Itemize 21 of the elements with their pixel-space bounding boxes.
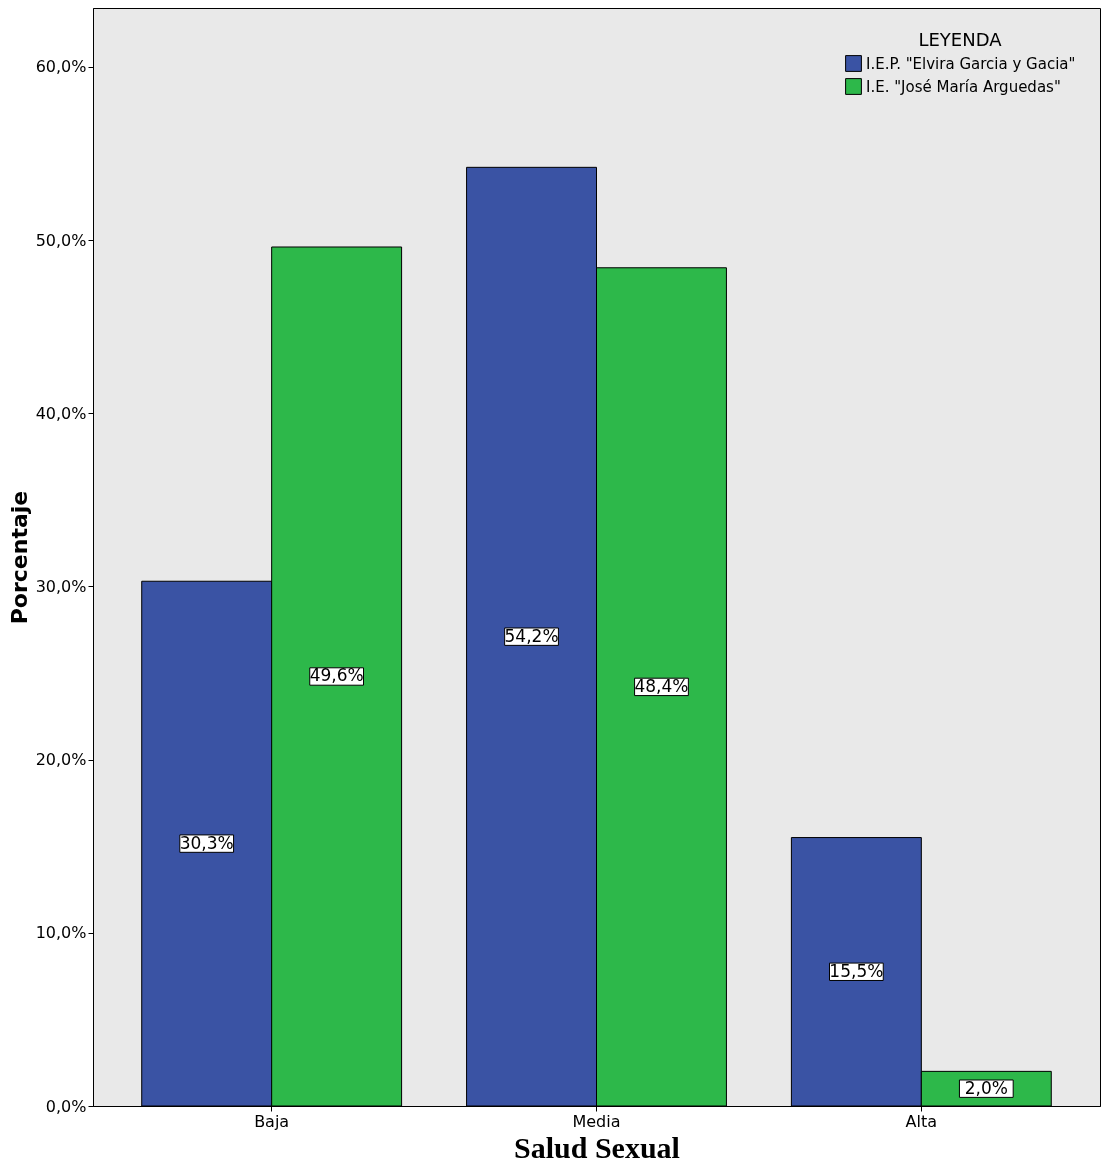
data-label: 48,4%	[634, 675, 689, 696]
data-label: 2,0%	[964, 1077, 1008, 1098]
data-label: 54,2%	[504, 625, 559, 646]
data-label: 15,5%	[829, 960, 884, 981]
x-tick-label: Baja	[254, 1111, 290, 1131]
legend-title: LEYENDA	[918, 29, 1003, 50]
y-tick-label: 20,0%	[35, 750, 87, 770]
y-tick-label: 50,0%	[35, 230, 87, 250]
y-tick-label: 0,0%	[45, 1096, 87, 1116]
x-tick-label: Alta	[905, 1111, 938, 1131]
y-tick-label: 30,0%	[35, 576, 87, 596]
x-axis-title: Salud Sexual	[514, 1130, 680, 1164]
data-label: 49,6%	[309, 665, 364, 686]
legend-label: I.E. "José María Arguedas"	[866, 77, 1061, 96]
x-tick-label: Media	[572, 1111, 621, 1131]
data-label: 30,3%	[179, 832, 234, 853]
legend-label: I.E.P. "Elvira Garcia y Gacia"	[866, 54, 1076, 73]
y-tick-label: 60,0%	[35, 57, 87, 77]
y-tick-label: 10,0%	[35, 923, 87, 943]
y-tick-label: 40,0%	[35, 403, 87, 423]
y-axis-title: Porcentaje	[6, 490, 32, 625]
